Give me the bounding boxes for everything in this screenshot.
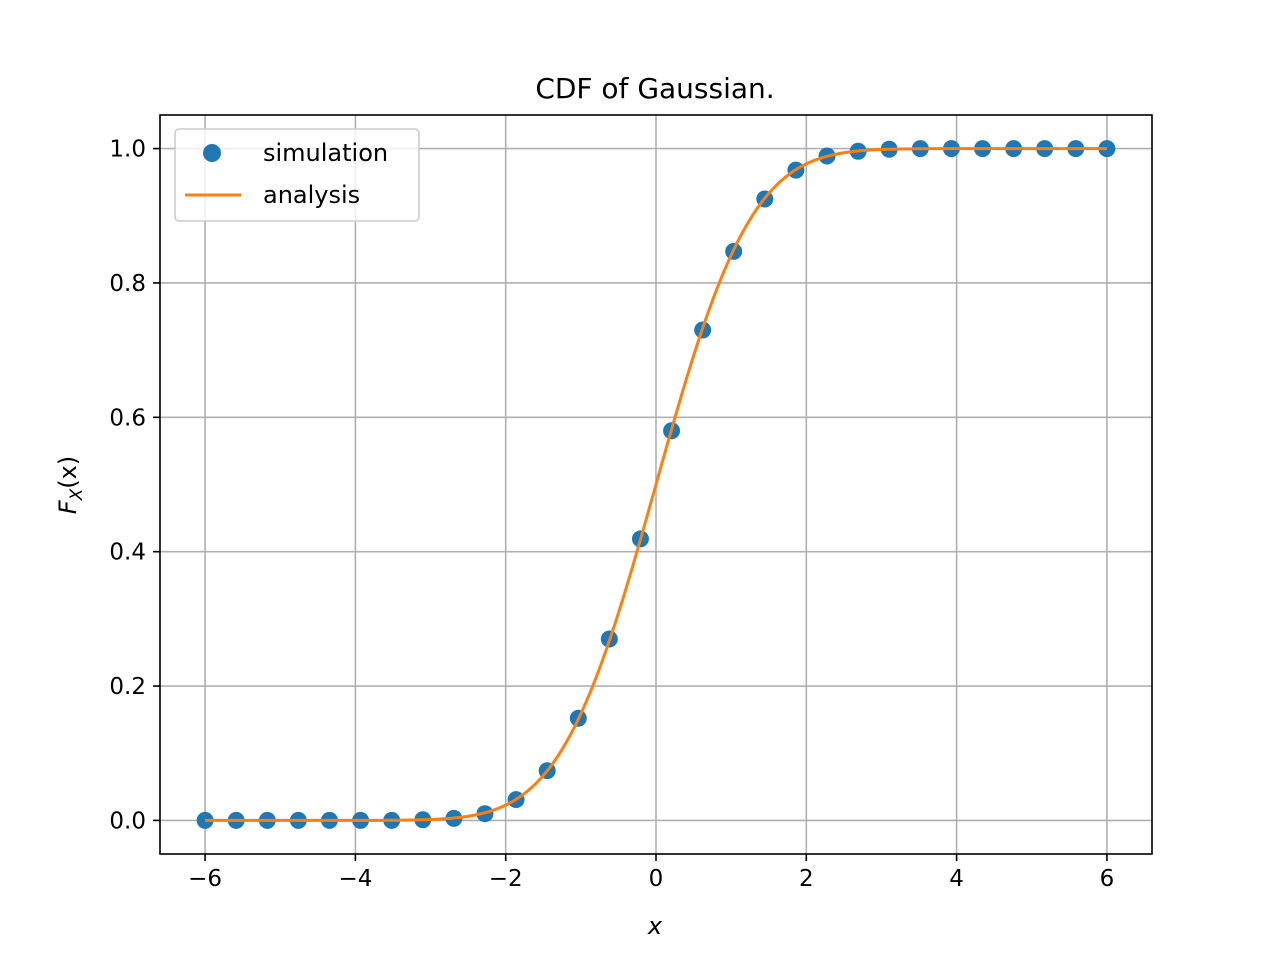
plot-area <box>196 140 1116 829</box>
y-tick-label: 0.6 <box>109 405 146 431</box>
y-axis-label-base: F <box>54 499 82 514</box>
x-tick-label: 0 <box>649 866 664 892</box>
x-tick-label: −6 <box>188 866 222 892</box>
legend-simulation-marker <box>203 144 221 162</box>
y-tick-label: 0.8 <box>109 271 146 297</box>
legend-box <box>174 128 420 222</box>
x-tick-label: −2 <box>489 866 523 892</box>
x-tick-label: 6 <box>1100 866 1115 892</box>
x-tick-label: 4 <box>949 866 964 892</box>
axes-frame <box>159 114 1153 855</box>
analysis-line <box>205 147 1107 822</box>
x-tick-label: −4 <box>338 866 372 892</box>
legend: simulation analysis <box>174 128 420 222</box>
y-axis-label-arg: (x) <box>54 456 82 489</box>
y-tick-label: 0.2 <box>109 674 146 700</box>
legend-analysis-label: analysis <box>263 181 360 209</box>
y-tick-label: 0.0 <box>109 808 146 834</box>
legend-simulation-label: simulation <box>263 139 388 167</box>
y-axis-label: FX(x) <box>54 456 87 514</box>
y-tick-label: 0.4 <box>109 540 146 566</box>
y-axis-label-sub: X <box>67 488 87 501</box>
y-tick-label: 1.0 <box>109 137 146 163</box>
x-axis-label: x <box>647 912 663 940</box>
chart-title: CDF of Gaussian. <box>535 72 774 105</box>
x-tick-label: 2 <box>799 866 814 892</box>
axis-ticks: −6 −4 −2 0 2 4 6 0.0 0.2 0.4 0.6 0.8 1.0 <box>109 137 1114 892</box>
